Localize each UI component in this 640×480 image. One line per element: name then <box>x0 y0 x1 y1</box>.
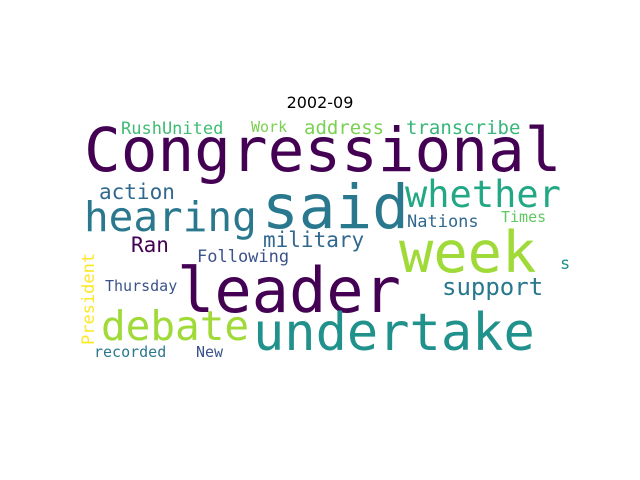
word-said: said <box>262 172 409 243</box>
word-action: action <box>99 180 175 204</box>
word-undertake: undertake <box>253 303 535 363</box>
word-nations: Nations <box>407 212 479 232</box>
word-new: New <box>196 343 224 361</box>
word-leader: leader <box>177 254 401 327</box>
word-following: Following <box>197 247 290 267</box>
word-debate: debate <box>101 302 250 350</box>
word-hearing: hearing <box>84 193 257 241</box>
word-support: support <box>442 273 544 301</box>
word-thursday: Thursday <box>105 277 178 295</box>
word-week: week <box>399 220 537 286</box>
word-transcribe: transcribe <box>406 117 521 139</box>
word-military: military <box>263 228 365 252</box>
word-recorded: recorded <box>94 343 167 361</box>
word-ran: Ran <box>131 233 169 257</box>
word-address: address <box>304 117 385 139</box>
word-congressional: Congressional <box>84 115 562 186</box>
word-whether: whether <box>405 173 561 216</box>
word-times: Times <box>501 208 547 226</box>
word-president: President <box>79 252 99 345</box>
word-work: Work <box>251 118 288 136</box>
word-rushunited: RushUnited <box>121 119 224 139</box>
figure-title: 2002-09 <box>286 93 354 112</box>
word-s: s <box>560 254 571 274</box>
